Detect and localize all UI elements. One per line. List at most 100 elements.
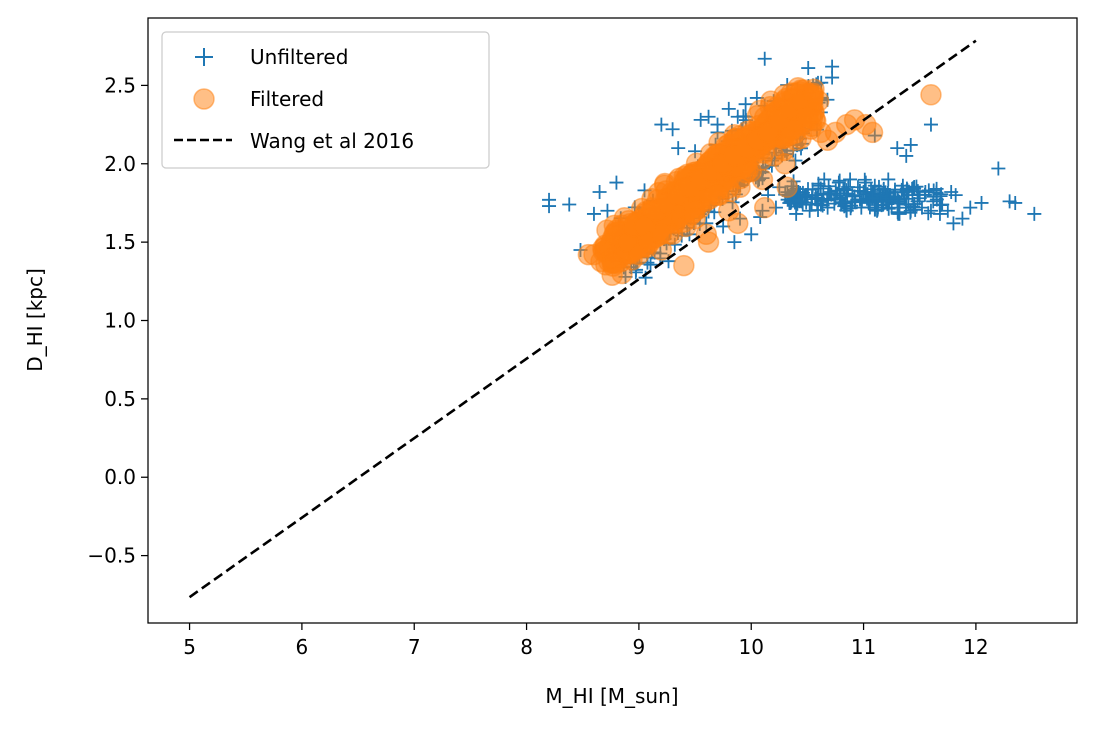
unfiltered-point [817, 172, 832, 187]
unfiltered-point [854, 200, 869, 215]
unfiltered-point [929, 181, 944, 196]
unfiltered-point [1008, 195, 1023, 210]
unfiltered-point [858, 175, 873, 190]
unfiltered-point [895, 178, 910, 193]
y-tick-label: 0.5 [104, 387, 136, 411]
unfiltered-point [592, 184, 607, 199]
unfiltered-point [991, 161, 1006, 176]
unfiltered-point [847, 194, 862, 209]
unfiltered-point [892, 206, 907, 221]
unfiltered-point [873, 188, 888, 203]
unfiltered-point [836, 181, 851, 196]
y-tick-label: −0.5 [87, 544, 136, 568]
filtered-point [751, 168, 774, 191]
unfiltered-point [845, 188, 860, 203]
unfiltered-point [903, 137, 918, 152]
y-axis-label: D_HI [kpc] [23, 268, 47, 372]
unfiltered-point [609, 175, 624, 190]
unfiltered-point [727, 235, 742, 250]
unfiltered-point [825, 70, 840, 85]
x-tick-label: 6 [296, 635, 309, 659]
unfiltered-point [935, 197, 950, 212]
unfiltered-point [932, 206, 947, 221]
y-tick-label: 2.5 [104, 73, 136, 97]
unfiltered-point [903, 203, 918, 218]
x-tick-label: 7 [408, 635, 421, 659]
plot-area [188, 39, 1042, 599]
unfiltered-point [856, 184, 871, 199]
wang-relation-series [188, 39, 977, 599]
unfiltered-point [794, 194, 809, 209]
x-tick-label: 11 [851, 635, 876, 659]
unfiltered-point [955, 211, 970, 226]
filtered-point [807, 90, 830, 112]
unfiltered-point [701, 109, 716, 124]
legend-label-filtered: Filtered [250, 87, 324, 111]
unfiltered-point [789, 206, 804, 221]
filtered-point [785, 129, 807, 152]
unfiltered-point [813, 181, 828, 196]
unfiltered-point [876, 181, 891, 196]
unfiltered-point [811, 178, 826, 193]
unfiltered-point [1002, 194, 1017, 209]
unfiltered-point [884, 200, 899, 215]
filtered-point [920, 84, 942, 106]
filtered-point [796, 105, 819, 128]
unfiltered-point [757, 51, 772, 66]
unfiltered-point [820, 200, 835, 215]
unfiltered-point [867, 178, 882, 193]
unfiltered-point [881, 172, 896, 187]
unfiltered-point [783, 195, 798, 210]
unfiltered-point [744, 227, 759, 242]
plus-marker-icon [195, 48, 213, 66]
unfiltered-point [562, 197, 577, 212]
unfiltered-point [839, 203, 854, 218]
unfiltered-point [912, 191, 927, 206]
filtered-point [861, 121, 884, 144]
unfiltered-point [800, 188, 815, 203]
y-tick-label: 2.0 [104, 152, 136, 176]
x-tick-label: 10 [739, 635, 764, 659]
filtered-point [684, 207, 706, 230]
unfiltered-point [901, 188, 916, 203]
unfiltered-point [801, 61, 816, 76]
unfiltered-point [654, 117, 669, 132]
x-axis: 5 6 7 8 9 10 11 12 [183, 623, 989, 659]
filtered-point [697, 231, 720, 253]
unfiltered-point [907, 181, 922, 196]
unfiltered-point [857, 172, 872, 187]
unfiltered-point [671, 141, 686, 156]
y-tick-label: 1.5 [104, 230, 136, 254]
unfiltered-point [600, 203, 615, 218]
circle-marker-icon [193, 88, 215, 110]
unfiltered-point [542, 199, 557, 214]
x-tick-label: 12 [963, 635, 988, 659]
unfiltered-point [834, 195, 849, 210]
unfiltered-point [921, 206, 936, 221]
filtered-point [650, 223, 673, 246]
filtered-point [729, 176, 751, 199]
filtered-point [611, 262, 633, 285]
legend-entry-wang: Wang et al 2016 [174, 129, 414, 153]
unfiltered-point [721, 101, 736, 116]
unfiltered-point [923, 117, 938, 132]
unfiltered-point [948, 188, 963, 203]
unfiltered-point [738, 97, 753, 112]
filtered-point [706, 184, 729, 206]
legend-label-wang: Wang et al 2016 [250, 129, 414, 153]
x-axis-label: M_HI [M_sun] [545, 684, 678, 708]
unfiltered-point [665, 122, 680, 137]
unfiltered-point [909, 179, 924, 194]
x-tick-label: 5 [183, 635, 196, 659]
unfiltered-point [795, 197, 810, 212]
unfiltered-point [890, 141, 905, 156]
y-axis: −0.5 0.0 0.5 1.0 1.5 2.0 2.5 [87, 73, 148, 568]
filtered-point [774, 153, 796, 175]
unfiltered-point [963, 200, 978, 215]
unfiltered-point [813, 197, 828, 212]
unfiltered-point [843, 172, 858, 187]
legend-entry-filtered: Filtered [193, 87, 324, 111]
y-tick-label: 1.0 [104, 309, 136, 333]
x-tick-label: 9 [633, 635, 646, 659]
unfiltered-point [879, 194, 894, 209]
